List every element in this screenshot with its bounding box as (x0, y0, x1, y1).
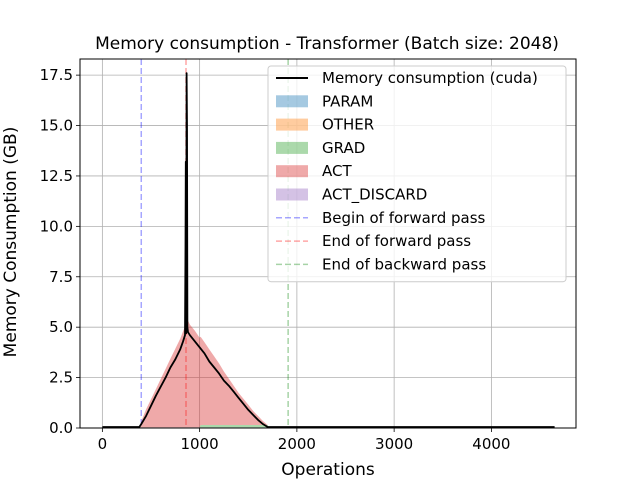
legend-label: ACT (322, 162, 352, 180)
legend-swatch (276, 165, 308, 178)
legend-label: GRAD (322, 139, 365, 157)
x-tick-label: 1000 (181, 435, 219, 453)
area-act (102, 318, 555, 428)
y-tick-label: 7.5 (49, 268, 73, 286)
x-axis-label: Operations (281, 460, 375, 480)
legend-label: Memory consumption (cuda) (322, 69, 538, 87)
legend-label: End of forward pass (322, 232, 471, 250)
legend: Memory consumption (cuda) PARAM OTHER GRAD A… (267, 65, 567, 283)
y-axis-label: Memory Consumption (GB) (1, 127, 21, 358)
area-grad (102, 425, 555, 428)
y-tick-label: 15.0 (40, 117, 73, 135)
x-tick-label: 3000 (375, 435, 413, 453)
legend-label: PARAM (322, 92, 373, 110)
axis-ticks: 0 1000 2000 3000 4000 0.0 2.5 5.0 7.5 10.0 12.5 15.… (40, 66, 511, 453)
x-tick-label: 4000 (472, 435, 510, 453)
chart-title: Memory consumption - Transformer (Batch … (95, 34, 559, 54)
y-tick-label: 17.5 (40, 66, 73, 84)
y-tick-label: 2.5 (49, 369, 73, 387)
legend-label: Begin of forward pass (322, 209, 486, 227)
line-memory-consumption-cuda (102, 72, 555, 428)
y-tick-label: 5.0 (49, 318, 73, 336)
memory-line (102, 72, 555, 428)
legend-swatch (276, 118, 308, 131)
legend-swatch (276, 95, 308, 108)
y-tick-label: 0.0 (49, 419, 73, 437)
legend-swatch (276, 141, 308, 154)
y-tick-label: 12.5 (40, 167, 73, 185)
plot-frame (79, 58, 577, 429)
legend-box (267, 65, 567, 283)
legend-swatch (276, 188, 308, 201)
legend-label: ACT_DISCARD (322, 186, 427, 205)
legend-label: OTHER (322, 116, 374, 134)
y-tick-label: 10.0 (40, 217, 73, 235)
x-tick-label: 2000 (278, 435, 316, 453)
legend-label: End of backward pass (322, 255, 486, 273)
x-tick-label: 0 (98, 435, 108, 453)
